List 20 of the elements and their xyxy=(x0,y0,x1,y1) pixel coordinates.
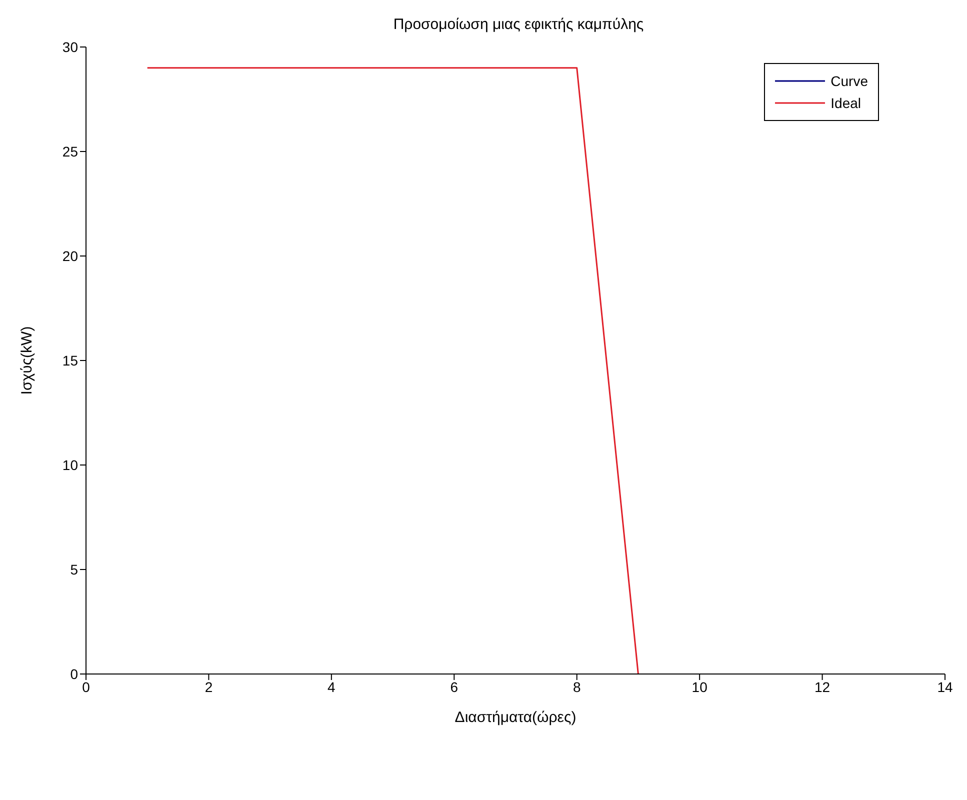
y-tick-label: 5 xyxy=(70,561,78,578)
y-tick-label: 20 xyxy=(62,248,78,264)
x-tick-label: 6 xyxy=(450,678,458,695)
x-tick-label: 14 xyxy=(937,678,953,695)
x-tick-label: 0 xyxy=(82,678,90,695)
y-tick-label: 15 xyxy=(62,352,78,368)
y-axis-title: Ισχύς(kW) xyxy=(18,326,36,395)
y-tick-label: 0 xyxy=(70,666,78,682)
y-tick-label: 30 xyxy=(62,38,78,55)
x-tick-label: 8 xyxy=(572,678,581,695)
chart-title: Προσομοίωση μιας εφικτής καμπύλης xyxy=(392,16,645,33)
y-tick-label: 25 xyxy=(62,143,78,160)
y-tick-label: 10 xyxy=(62,456,78,473)
x-tick-label: 4 xyxy=(328,678,336,695)
x-tick-label: 2 xyxy=(204,678,213,695)
x-axis-title: Διαστήματα(ώρες) xyxy=(454,709,576,726)
x-tick-label: 12 xyxy=(814,678,830,695)
legend-label: Ideal xyxy=(830,94,862,113)
x-tick-label: 10 xyxy=(692,678,708,695)
legend-label: Curve xyxy=(830,72,868,91)
